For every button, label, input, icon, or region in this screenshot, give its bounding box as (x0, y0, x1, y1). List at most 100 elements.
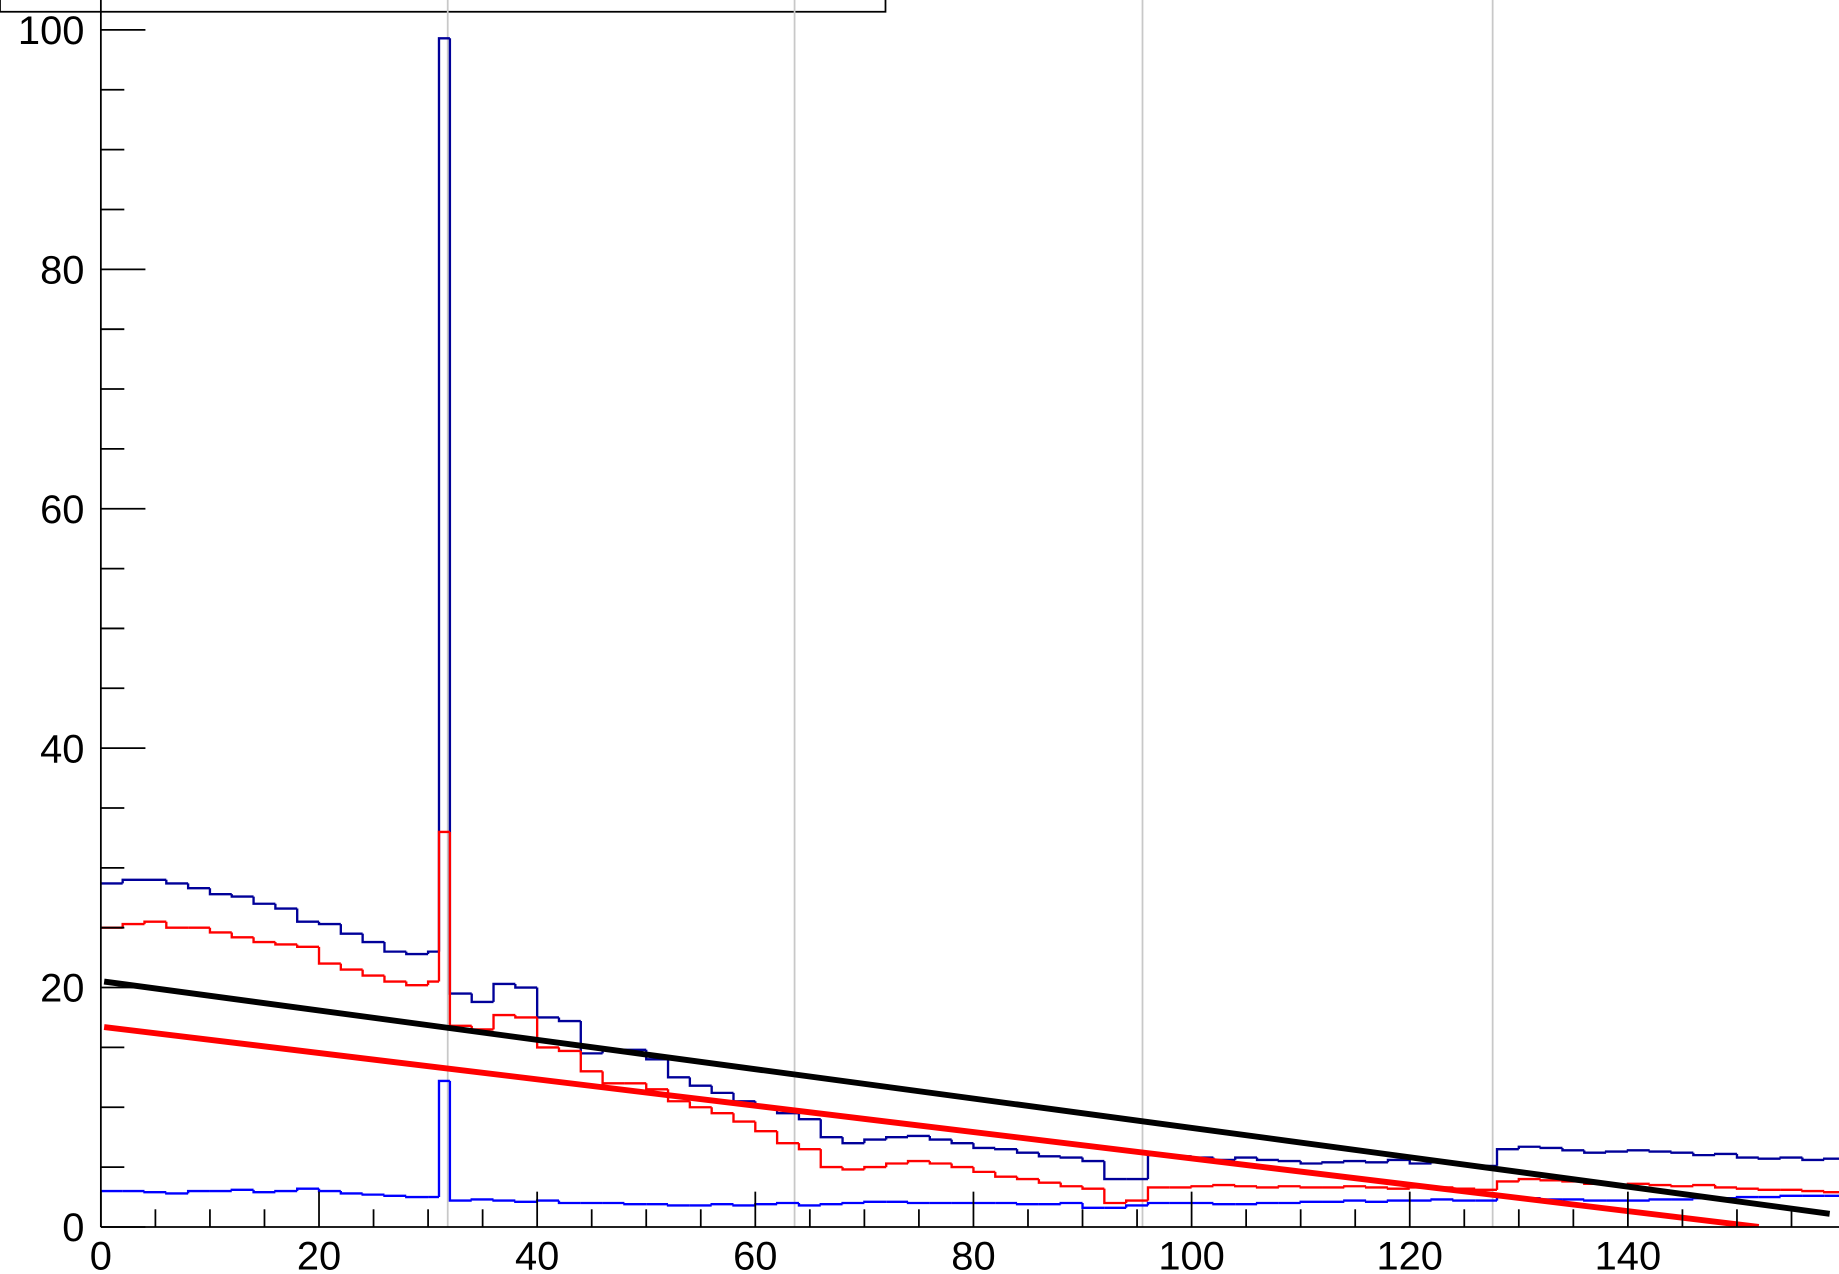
histogram-bin (1757, 1188, 1781, 1192)
histogram-bin (492, 1013, 516, 1030)
histogram-bin (448, 38, 472, 995)
grid (446, 0, 1494, 1227)
histogram-bin (1103, 1188, 1127, 1205)
histogram-bin (1277, 1185, 1301, 1188)
histogram-bin (405, 981, 429, 987)
histogram-bin (819, 1203, 843, 1206)
histogram-bin (1255, 1157, 1279, 1162)
histogram-bin (165, 921, 189, 929)
histogram-bin (1408, 1159, 1432, 1165)
histogram-bin (1081, 1186, 1105, 1190)
histogram-bin (426, 950, 439, 955)
histogram-bin (1386, 1199, 1410, 1202)
histogram-bin (1364, 1186, 1388, 1189)
histogram-bin (1190, 1185, 1214, 1188)
histogram-bin (1735, 1187, 1759, 1190)
x-tick-label: 120 (1376, 1234, 1443, 1274)
histogram-bin (230, 894, 254, 898)
histogram-bin (1146, 1186, 1170, 1201)
histogram-bin (928, 1161, 952, 1165)
histogram-bin (405, 1195, 429, 1199)
histogram-bin (732, 1204, 756, 1207)
histogram-bin (1299, 1161, 1323, 1165)
histogram-bin (601, 1071, 625, 1085)
histogram-bin (1299, 1200, 1323, 1204)
histogram-bin (1015, 1149, 1039, 1154)
histogram-bin (1081, 1157, 1105, 1163)
histogram-bin (775, 1201, 799, 1205)
histogram-bin (1561, 1147, 1585, 1152)
histogram-bin (579, 1050, 603, 1073)
histogram-bin (819, 1149, 843, 1169)
histogram-bin (1255, 1201, 1279, 1205)
histogram-bin (296, 908, 320, 923)
histogram-bin (1517, 1177, 1541, 1182)
histogram-bin (1015, 1176, 1039, 1181)
histogram-bin (492, 982, 516, 1002)
histogram-bin (165, 1192, 189, 1195)
histogram-bin (361, 1193, 385, 1196)
histogram-bin (885, 1135, 909, 1140)
histogram-bin (1713, 1152, 1737, 1156)
histogram-bin (841, 1137, 865, 1145)
histogram-bin (361, 933, 385, 944)
histogram-bin (470, 993, 494, 1004)
histogram-bin (1648, 1198, 1672, 1201)
histogram-bin (514, 983, 538, 989)
histogram-bin (1015, 1203, 1039, 1206)
histogram-bin (274, 942, 298, 946)
histogram-bin (1212, 1203, 1236, 1206)
histogram-bin (1495, 1180, 1519, 1190)
histogram-bin (339, 924, 363, 935)
fit-line (103, 1024, 1760, 1227)
axes: 0 20 40 60 80 100 0 20 40 60 80 100 120 140 (18, 0, 1839, 1274)
histogram-bin (928, 1135, 952, 1141)
histogram-bin (405, 951, 429, 956)
histogram-bin (448, 1080, 472, 1202)
x-tick-label: 20 (297, 1234, 341, 1274)
x-tick-label: 60 (733, 1234, 777, 1274)
histogram-bin (797, 1143, 821, 1151)
histogram-bin (623, 1203, 647, 1206)
histogram-bin (339, 963, 363, 971)
histogram-bin (972, 1167, 996, 1174)
histogram-bin (797, 1203, 821, 1207)
histogram-bin (535, 987, 559, 1019)
histogram-bin (437, 1079, 450, 1198)
histogram-bin (666, 1204, 690, 1207)
histogram-bin (1364, 1161, 1388, 1164)
x-tick-label: 100 (1158, 1234, 1225, 1274)
histogram-bin (754, 1121, 778, 1133)
histogram-bin (1343, 1185, 1367, 1188)
histogram-bin (688, 1077, 712, 1087)
histogram-bin (339, 1191, 363, 1195)
histogram-bin (383, 942, 407, 953)
histogram-bin (1430, 1198, 1454, 1201)
histogram-bin (1583, 1199, 1607, 1202)
histogram-bin (645, 1083, 669, 1091)
histogram-bin (1801, 1189, 1825, 1193)
histogram-bin (535, 1017, 559, 1049)
histogram-bin (754, 1203, 778, 1206)
histogram-bin (732, 1113, 756, 1123)
histogram-bin (121, 922, 145, 928)
histogram-bin (296, 1187, 320, 1192)
x-tick-label: 140 (1595, 1234, 1662, 1274)
histogram-bin (1735, 1195, 1759, 1199)
histogram-bin (1757, 1157, 1781, 1160)
histogram-bin (1517, 1145, 1541, 1150)
y-tick-label: 80 (40, 248, 84, 292)
histogram-bin (208, 927, 232, 934)
histogram-bin (514, 1015, 538, 1019)
histogram-bin (797, 1113, 821, 1121)
y-tick-label: 0 (62, 1206, 84, 1250)
histogram-bin (1255, 1186, 1279, 1189)
histogram-bin (950, 1139, 974, 1145)
histogram-bin (906, 1134, 930, 1138)
histogram-bin (1081, 1203, 1105, 1209)
histogram-bin (557, 1200, 581, 1205)
histogram-bin (1146, 1201, 1170, 1206)
histogram-bin (841, 1201, 865, 1205)
histogram-bin (732, 1092, 756, 1103)
histogram-bin (448, 831, 472, 1028)
